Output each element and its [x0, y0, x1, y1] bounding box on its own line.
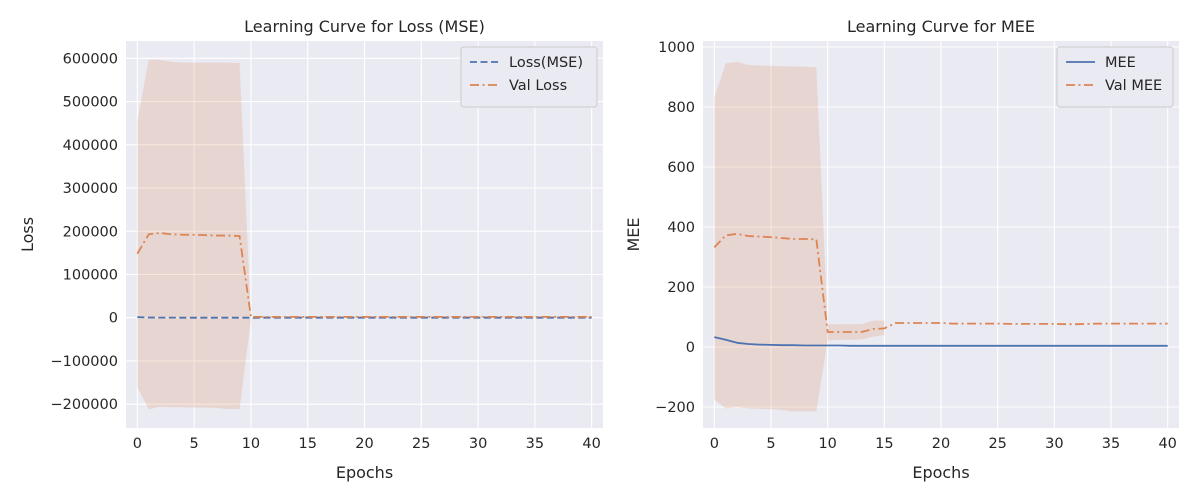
y-tick-label: 300000 [63, 181, 118, 197]
legend-label: Loss(MSE) [509, 55, 583, 71]
x-tick-label: 15 [875, 436, 893, 452]
y-tick-label: 200 [667, 280, 695, 296]
chart-panel-1: 0 5 10 15 20 25 30 35 40 −200000 −100000 0 100000 200… [18, 17, 603, 482]
x-tick-label: 5 [190, 436, 199, 452]
legend: MEE Val MEE [1056, 46, 1174, 108]
y-tick-label: 800 [667, 100, 695, 116]
x-tick-label: 40 [582, 436, 600, 452]
x-tick-label: 20 [355, 436, 373, 452]
legend-label: Val MEE [1105, 78, 1162, 94]
x-tick-label: 25 [412, 436, 430, 452]
x-tick-label: 30 [469, 436, 487, 452]
x-tick-label: 20 [932, 436, 950, 452]
y-tick-label: 400000 [63, 138, 118, 154]
y-tick-label: −200 [655, 400, 695, 416]
x-axis-label: Epochs [912, 463, 969, 482]
y-tick-label: 200000 [63, 224, 118, 240]
y-axis-label: Loss [18, 217, 37, 252]
series-line-1 [714, 336, 1168, 347]
x-tick-label: 10 [242, 436, 260, 452]
y-tick-label: 1000 [658, 40, 695, 56]
y-tick-label: 400 [667, 220, 695, 236]
chart-panel-2: 0 5 10 15 20 25 30 35 40 −200 0 200 400 600 800 1000 Lea… [624, 17, 1179, 482]
y-tick-label: 0 [109, 311, 118, 327]
x-tick-label: 15 [298, 436, 316, 452]
legend-label: Val Loss [509, 78, 567, 94]
x-tick-label: 10 [818, 436, 836, 452]
x-tick-label: 5 [766, 436, 775, 452]
legend: Loss(MSE) Val Loss [460, 46, 598, 108]
x-tick-label: 35 [526, 436, 544, 452]
confidence-band [137, 59, 592, 410]
y-tick-label: 0 [686, 340, 695, 356]
x-tick-label: 25 [988, 436, 1006, 452]
y-tick-label: 500000 [63, 95, 118, 111]
y-tick-label: −100000 [50, 354, 118, 370]
x-axis-label: Epochs [336, 463, 393, 482]
chart-title: Learning Curve for Loss (MSE) [244, 17, 485, 36]
y-tick-label: 100000 [63, 267, 118, 283]
x-tick-label: 40 [1158, 436, 1176, 452]
chart-title: Learning Curve for MEE [847, 17, 1035, 36]
y-tick-label: 600000 [63, 51, 118, 67]
y-tick-label: 600 [667, 160, 695, 176]
confidence-band [714, 62, 885, 412]
series-line-2 [136, 232, 592, 318]
x-tick-label: 0 [133, 436, 142, 452]
legend-label: MEE [1105, 55, 1136, 71]
y-tick-label: −200000 [50, 397, 118, 413]
y-axis-label: MEE [624, 217, 643, 251]
x-tick-label: 0 [710, 436, 719, 452]
x-tick-label: 30 [1045, 436, 1063, 452]
x-tick-label: 35 [1102, 436, 1120, 452]
